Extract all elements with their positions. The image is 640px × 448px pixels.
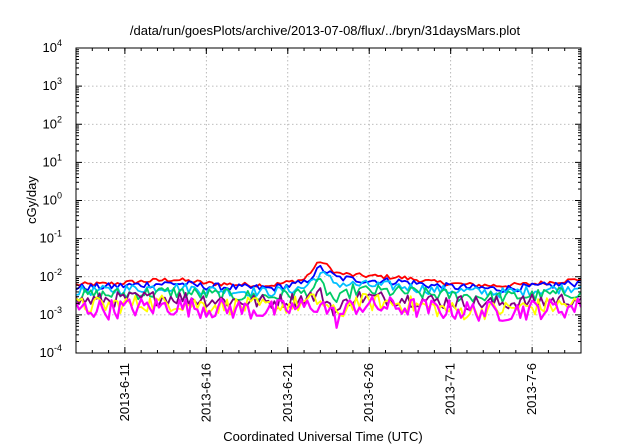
y-tick-base: 10 (43, 154, 57, 169)
series-line (76, 295, 581, 329)
x-tick-label: 2013-7-6 (524, 363, 539, 415)
y-tick-base: 10 (43, 193, 57, 208)
x-tick-label: 2013-6-21 (280, 363, 295, 422)
x-tick-label: 2013-6-16 (198, 363, 213, 422)
y-tick-exponent: 2 (57, 114, 62, 124)
y-tick-label: 102 (43, 114, 62, 131)
y-tick-label: 103 (43, 76, 62, 93)
y-tick-exponent: -1 (54, 229, 62, 239)
y-tick-exponent: 0 (57, 191, 62, 201)
y-tick-exponent: -2 (54, 267, 62, 277)
y-tick-base: 10 (40, 269, 54, 284)
grid (76, 48, 581, 353)
x-tick-label: 2013-6-26 (361, 363, 376, 422)
y-tick-label: 101 (43, 152, 62, 169)
y-tick-base: 10 (43, 116, 57, 131)
x-axis-label: Coordinated Universal Time (UTC) (223, 429, 422, 444)
y-tick-label: 10-3 (40, 305, 62, 322)
series-group (76, 261, 581, 329)
y-tick-base: 10 (40, 345, 54, 360)
y-tick-exponent: 1 (57, 152, 62, 162)
chart-title: /data/run/goesPlots/archive/2013-07-08/f… (130, 23, 521, 38)
y-tick-label: 10-1 (40, 229, 62, 246)
x-tick-label: 2013-6-11 (117, 363, 132, 421)
y-tick-exponent: 4 (57, 38, 62, 48)
series-line (76, 264, 581, 293)
y-tick-base: 10 (43, 78, 57, 93)
ticks (75, 47, 582, 354)
y-tick-base: 10 (40, 231, 54, 246)
y-tick-label: 104 (43, 38, 62, 55)
series-line (76, 261, 581, 289)
y-tick-base: 10 (40, 307, 54, 322)
y-tick-label: 10-2 (40, 267, 62, 284)
y-tick-base: 10 (43, 40, 57, 55)
y-tick-label: 100 (43, 191, 62, 208)
x-tick-label: 2013-7-1 (443, 363, 458, 415)
series-line (76, 277, 581, 304)
y-tick-label: 10-4 (40, 343, 62, 360)
y-tick-exponent: 3 (57, 76, 62, 86)
y-tick-exponent: -3 (54, 305, 62, 315)
x-tick-labels: 2013-6-11 2013-6-16 2013-6-21 2013-6-26 2013… (117, 363, 539, 422)
y-axis-label: cGy/day (24, 176, 39, 224)
y-tick-exponent: -4 (54, 343, 62, 353)
